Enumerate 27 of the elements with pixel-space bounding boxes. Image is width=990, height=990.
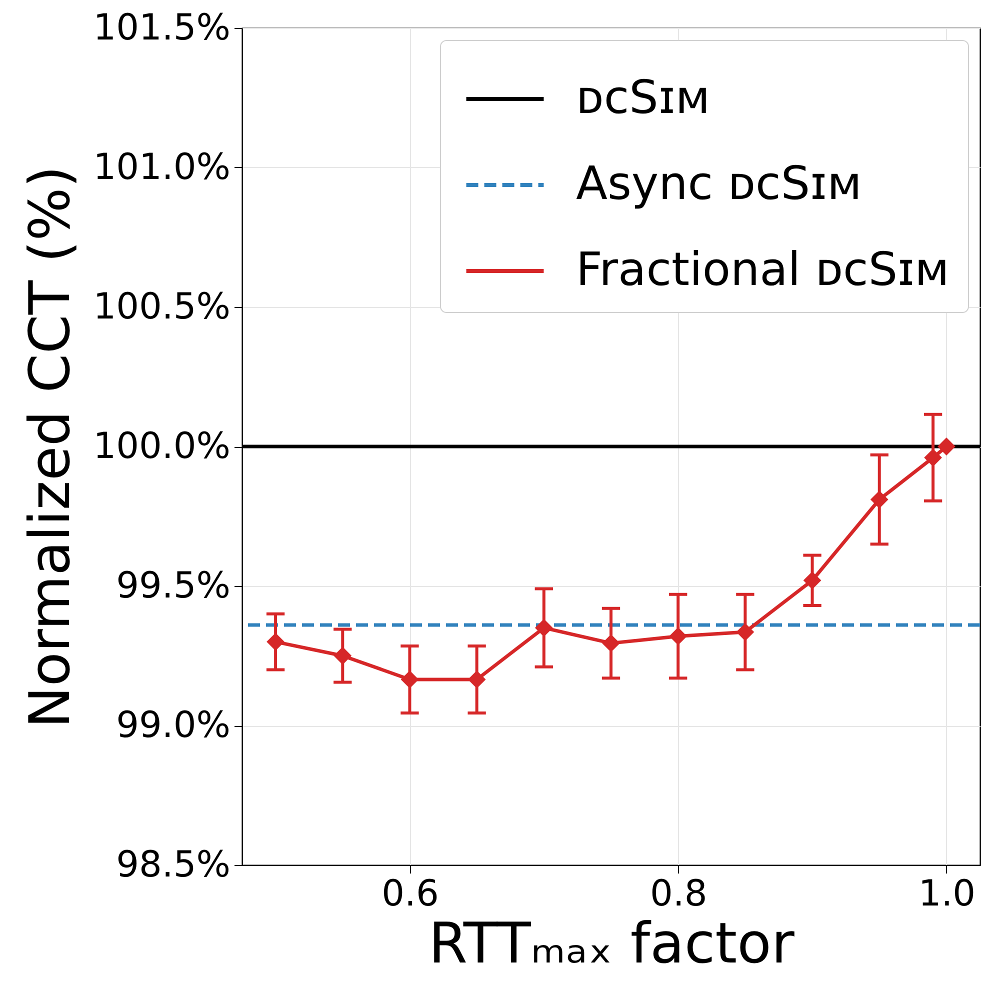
y-tick-label: 100.0%	[93, 426, 230, 467]
point	[534, 618, 553, 637]
point	[924, 448, 942, 467]
y-tick-label: 99.0%	[116, 705, 230, 746]
x-tick-label: 0.6	[382, 874, 439, 914]
point	[266, 632, 284, 651]
y-tick-label: 101.0%	[93, 147, 230, 188]
point	[669, 627, 688, 646]
point	[870, 490, 888, 508]
x-tick-label: 1.0	[918, 874, 976, 914]
point	[468, 670, 486, 688]
y-tick-label: 99.5%	[116, 566, 230, 606]
point	[938, 438, 956, 456]
y-tick-label: 98.5%	[116, 844, 230, 886]
point	[736, 623, 754, 641]
y-axis-title: Normalized CCT (%)	[18, 166, 84, 728]
legend-label: Fractional ᴅᴄSɪᴍ	[576, 242, 950, 296]
x-axis-title: RTTₘₐₓ factor	[428, 912, 796, 976]
legend-label: Async ᴅᴄSɪᴍ	[576, 156, 862, 210]
y-tick-label: 100.5%	[93, 286, 230, 328]
y-tick-label: 101.5%	[93, 8, 230, 48]
legend-label: ᴅᴄSɪᴍ	[576, 70, 710, 124]
point	[803, 571, 822, 590]
point	[334, 646, 352, 665]
point	[400, 670, 419, 688]
point	[602, 634, 620, 652]
x-tick-label: 0.8	[650, 874, 708, 914]
